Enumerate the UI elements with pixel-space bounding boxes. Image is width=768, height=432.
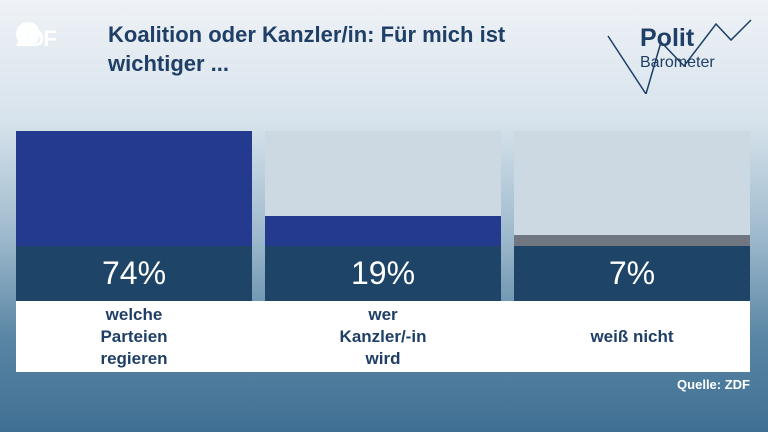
source-note: Quelle: ZDF <box>677 377 750 392</box>
data-label: 19% <box>265 246 501 301</box>
zdf-logo-circle-icon <box>16 22 40 46</box>
bar-track <box>16 131 252 246</box>
bar-panel: 74% welche Parteien regieren <box>16 131 252 372</box>
bar <box>265 216 501 246</box>
brand-line1: Polit <box>640 24 695 52</box>
bar <box>16 131 252 246</box>
bar-track <box>265 131 501 246</box>
zdf-logo: ZDF <box>16 26 57 51</box>
politbarometer-line-icon <box>607 19 752 94</box>
category-label: weiß nicht <box>514 301 750 372</box>
data-label: 74% <box>16 246 252 301</box>
bar-panel: 7% weiß nicht <box>514 131 750 372</box>
bar <box>514 235 750 246</box>
bar-track <box>514 131 750 246</box>
brand-line2: Barometer <box>640 54 715 71</box>
category-label: wer Kanzler/-in wird <box>265 301 501 372</box>
bar-panel: 19% wer Kanzler/-in wird <box>265 131 501 372</box>
chart-title: Koalition oder Kanzler/in: Für mich ist … <box>108 22 506 76</box>
data-label: 7% <box>514 246 750 301</box>
category-label: welche Parteien regieren <box>16 301 252 372</box>
politbarometer-logo: Polit Barometer <box>606 14 756 94</box>
